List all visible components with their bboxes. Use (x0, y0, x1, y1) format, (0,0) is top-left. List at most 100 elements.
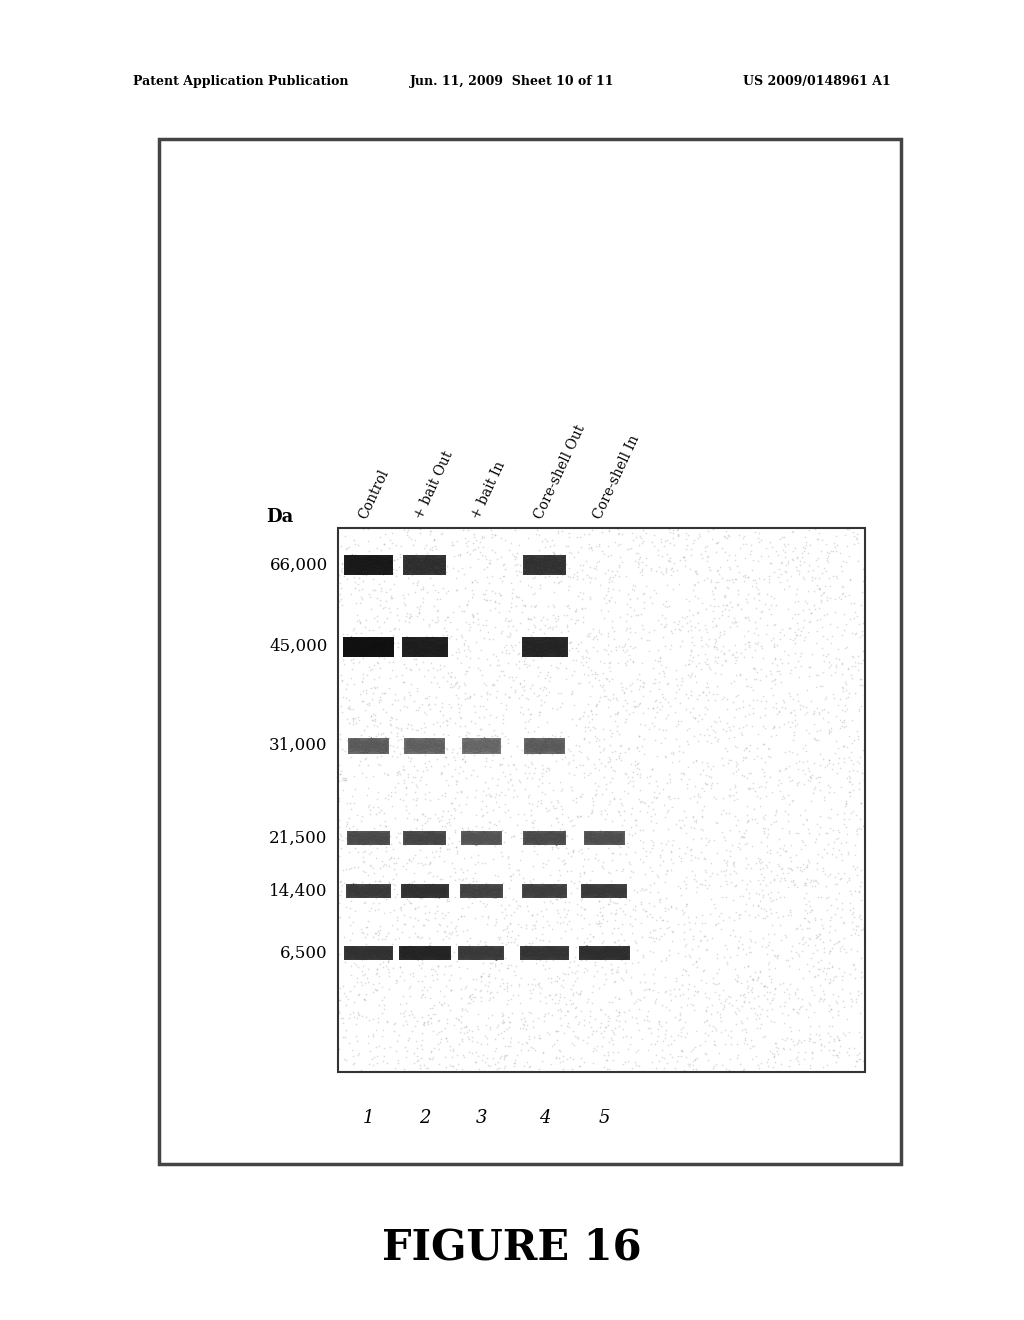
Point (652, 1015, 669, 1036)
Point (439, 801, 456, 822)
Point (615, 781, 632, 803)
Point (546, 595, 562, 616)
Point (468, 834, 484, 855)
Point (512, 849, 528, 870)
Point (335, 636, 351, 657)
Point (535, 680, 551, 701)
Point (752, 1018, 768, 1039)
Point (687, 708, 703, 729)
Point (635, 946, 651, 968)
Point (366, 1045, 382, 1067)
Point (854, 675, 870, 696)
Point (670, 710, 686, 731)
Point (675, 958, 691, 979)
Point (586, 754, 602, 775)
Point (807, 870, 823, 891)
Point (796, 858, 812, 879)
Point (553, 693, 569, 714)
Point (829, 932, 846, 953)
Point (626, 899, 642, 920)
Point (662, 772, 678, 793)
Point (336, 1048, 352, 1069)
Point (441, 891, 458, 912)
Point (331, 1003, 347, 1024)
Point (484, 936, 501, 957)
Point (338, 896, 354, 917)
Point (656, 746, 673, 767)
Point (638, 879, 654, 900)
Point (365, 1055, 381, 1076)
Point (770, 566, 786, 587)
Point (469, 824, 485, 845)
Point (646, 931, 663, 952)
Point (838, 793, 854, 814)
Point (821, 750, 838, 771)
Point (517, 1031, 534, 1052)
Point (500, 958, 516, 979)
Bar (344, 946, 393, 960)
Point (503, 927, 519, 948)
Point (707, 632, 723, 653)
Point (330, 537, 346, 558)
Point (511, 673, 527, 694)
Point (428, 900, 444, 921)
Point (687, 1049, 703, 1071)
Point (484, 524, 501, 545)
Point (701, 659, 718, 680)
Point (400, 612, 417, 634)
Point (687, 708, 703, 729)
Point (510, 770, 526, 791)
Point (741, 631, 758, 652)
Point (450, 693, 466, 714)
Point (557, 964, 573, 985)
Point (691, 920, 708, 941)
Point (641, 630, 657, 651)
Point (546, 544, 562, 565)
Point (743, 836, 760, 857)
Point (670, 1024, 686, 1045)
Point (451, 677, 467, 698)
Point (561, 566, 578, 587)
Point (532, 610, 549, 631)
Point (776, 692, 793, 713)
Point (383, 587, 399, 609)
Point (410, 562, 426, 583)
Point (348, 611, 365, 632)
Point (653, 909, 670, 931)
Point (611, 788, 628, 809)
Point (811, 578, 827, 599)
Point (477, 784, 494, 805)
Point (830, 648, 847, 669)
Point (759, 1006, 775, 1027)
Point (591, 533, 607, 554)
Point (415, 560, 431, 581)
Point (717, 585, 733, 606)
Point (594, 932, 610, 953)
Point (766, 1044, 782, 1065)
Point (587, 758, 603, 779)
Point (705, 1020, 721, 1041)
Point (432, 1032, 449, 1053)
Point (731, 886, 748, 907)
Point (421, 781, 437, 803)
Point (343, 825, 359, 846)
Point (555, 899, 571, 920)
Point (791, 651, 807, 672)
Point (436, 904, 453, 925)
Point (679, 987, 695, 1008)
Point (552, 697, 568, 718)
Point (432, 821, 449, 842)
Point (343, 626, 359, 647)
Point (738, 970, 755, 991)
Point (852, 1049, 868, 1071)
Point (809, 940, 825, 961)
Point (647, 920, 664, 941)
Point (830, 1027, 847, 1048)
Point (369, 636, 385, 657)
Point (537, 834, 553, 855)
Point (458, 937, 474, 958)
Point (554, 1051, 570, 1072)
Point (853, 908, 869, 929)
Point (565, 873, 582, 894)
Point (443, 832, 460, 853)
